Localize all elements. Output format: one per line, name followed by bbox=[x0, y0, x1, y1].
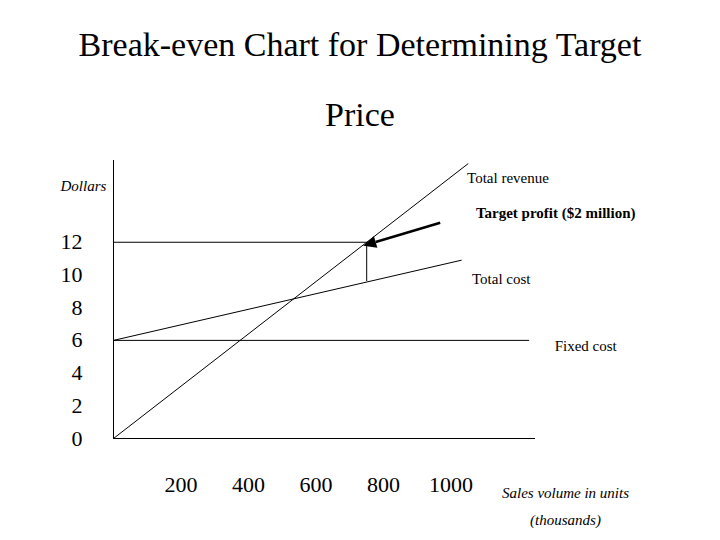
svg-text:400: 400 bbox=[232, 472, 265, 497]
svg-text:600: 600 bbox=[300, 472, 333, 497]
svg-text:0: 0 bbox=[72, 426, 83, 451]
svg-text:6: 6 bbox=[72, 327, 83, 352]
svg-text:12: 12 bbox=[61, 229, 83, 254]
svg-text:4: 4 bbox=[72, 360, 83, 385]
svg-text:Sales volume in units(thousand: Sales volume in units(thousands) bbox=[502, 485, 629, 529]
svg-text:Total cost: Total cost bbox=[472, 271, 531, 287]
svg-text:10: 10 bbox=[61, 262, 83, 287]
svg-text:1000: 1000 bbox=[429, 472, 473, 497]
svg-text:2: 2 bbox=[72, 393, 83, 418]
svg-text:Dollars: Dollars bbox=[60, 178, 107, 194]
svg-text:Target profit ($2 million): Target profit ($2 million) bbox=[476, 205, 636, 222]
svg-text:8: 8 bbox=[72, 295, 83, 320]
svg-text:Total revenue: Total revenue bbox=[467, 170, 549, 186]
svg-text:Fixed cost: Fixed cost bbox=[555, 338, 618, 354]
svg-text:800: 800 bbox=[367, 472, 400, 497]
svg-text:200: 200 bbox=[165, 472, 198, 497]
html-text:Break-even Chart for Determini: Break-even Chart for Determining Target … bbox=[78, 26, 642, 133]
